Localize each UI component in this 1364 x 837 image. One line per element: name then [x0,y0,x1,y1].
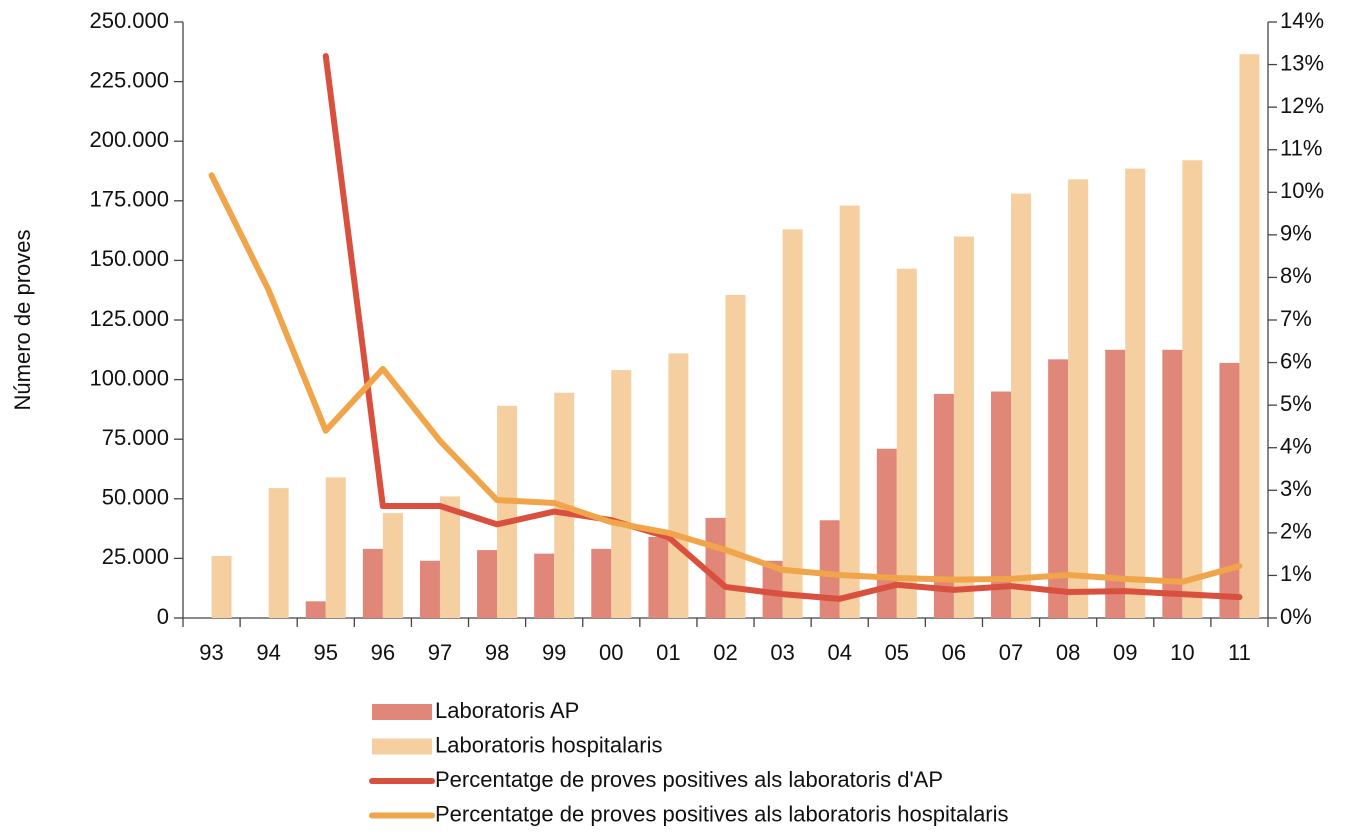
y-tick-label: 175.000 [89,187,169,212]
legend-label: Percentatge de proves positives als labo… [435,801,1009,826]
bar [268,488,289,618]
x-tick-label: 08 [1056,640,1080,665]
x-tick-label: 97 [428,640,452,665]
bar [1068,179,1089,618]
x-tick-label: 01 [656,640,680,665]
y-tick-label: 50.000 [102,485,169,510]
y2-tick-label: 6% [1280,348,1312,373]
bar [439,496,460,618]
bar [991,391,1012,618]
bar [211,556,232,618]
y-tick-label: 75.000 [102,425,169,450]
line [208,172,1243,585]
bar [896,268,917,618]
y2-tick-label: 14% [1280,8,1324,33]
x-tick-label: 00 [599,640,623,665]
bar [1011,193,1032,618]
bar [648,536,669,618]
x-tick-label: 94 [256,640,280,665]
y-tick-label: 25.000 [102,544,169,569]
x-tick-label: 98 [485,640,509,665]
y2-tick-label: 9% [1280,221,1312,246]
legend-swatch [372,704,432,720]
y2-tick-label: 7% [1280,306,1312,331]
bar [362,548,383,618]
bar [611,370,632,618]
x-tick-label: 95 [314,640,338,665]
y2-tick-label: 10% [1280,178,1324,203]
y2-tick-label: 3% [1280,476,1312,501]
x-tick-label: 09 [1113,640,1137,665]
line [322,53,1243,602]
bar [1182,160,1203,618]
bar [725,294,746,618]
legend-label: Laboratoris hospitalaris [435,732,662,757]
x-tick-label: 93 [199,640,223,665]
bar [477,550,498,618]
y2-tick-label: 12% [1280,93,1324,118]
bar [762,560,783,618]
bar [382,513,403,618]
legend-swatch [372,738,432,755]
y-axis-label: Número de proves [10,230,35,411]
y-tick-label: 225.000 [89,67,169,92]
y2-tick-label: 8% [1280,263,1312,288]
bar [305,601,326,618]
bar [419,560,440,618]
bar [325,477,346,618]
y-tick-label: 150.000 [89,246,169,271]
y-tick-label: 125.000 [89,306,169,331]
y2-tick-label: 11% [1280,136,1322,161]
bar [953,236,974,618]
y2-tick-label: 13% [1280,50,1324,75]
bar [591,548,612,618]
bar [933,393,954,618]
bar [876,448,897,618]
bar [668,353,689,618]
y-tick-label: 100.000 [89,365,169,390]
x-tick-label: 96 [371,640,395,665]
x-tick-label: 10 [1170,640,1194,665]
y2-tick-label: 4% [1280,434,1312,459]
y-tick-label: 200.000 [89,127,169,152]
legend-label: Percentatge de proves positives als labo… [435,767,943,792]
bar [705,517,726,618]
y2-tick-label: 0% [1280,604,1312,629]
x-tick-label: 03 [770,640,794,665]
x-tick-label: 04 [827,640,851,665]
bar [1125,168,1146,618]
x-tick-label: 05 [885,640,909,665]
y2-tick-label: 5% [1280,391,1312,416]
x-tick-label: 06 [942,640,966,665]
y-tick-label: 0 [157,604,169,629]
x-tick-label: 99 [542,640,566,665]
y2-tick-label: 1% [1280,561,1312,586]
bar [1162,349,1183,618]
bar [497,405,518,618]
bar [1105,349,1126,618]
bar [1048,359,1069,618]
bar [782,229,803,618]
x-tick-label: 11 [1228,640,1251,665]
bar [1219,362,1240,618]
legend-label: Laboratoris AP [435,698,579,723]
bar [819,520,840,618]
x-tick-label: 02 [713,640,737,665]
bar [839,205,860,618]
x-tick-label: 07 [999,640,1023,665]
y-tick-label: 250.000 [89,8,169,33]
y2-tick-label: 2% [1280,519,1312,544]
bar [534,553,555,618]
bar [1239,54,1260,618]
